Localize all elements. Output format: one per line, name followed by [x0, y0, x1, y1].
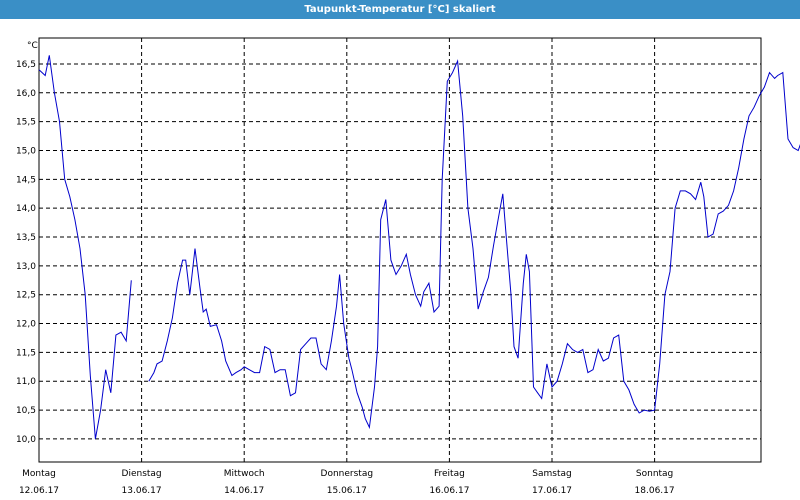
y-tick-label: 11,5: [16, 348, 36, 358]
x-tick-date: 14.06.17: [224, 486, 264, 496]
y-tick-label: 14,0: [16, 204, 36, 214]
x-tick-date: 13.06.17: [122, 486, 162, 496]
y-tick-label: 10,5: [16, 406, 36, 416]
grid-lines: [39, 38, 761, 462]
y-tick-label: 13,0: [16, 262, 36, 272]
y-tick-label: 16,5: [16, 60, 36, 70]
y-tick-label: 12,5: [16, 291, 36, 301]
y-tick-label: 10,0: [16, 435, 36, 445]
y-axis-unit-label: °C: [27, 41, 38, 51]
series-line: [148, 59, 800, 430]
x-tick-date: 15.06.17: [327, 486, 367, 496]
y-tick-label: 16,0: [16, 89, 36, 99]
x-tick-day: Montag: [22, 469, 56, 479]
y-tick-label: 12,0: [16, 320, 36, 330]
y-tick-labels: 10,0 10,5 11,0 11,5 12,0 12,5 13,0 13,5 14,0 14,5…: [16, 60, 36, 445]
x-tick-labels: Montag 12.06.17 Dienstag 13.06.17 Mittwoch 14…: [19, 469, 675, 496]
series-line: [38, 55, 132, 439]
x-tick-day: Freitag: [434, 469, 465, 479]
chart-title: Taupunkt-Temperatur [°C] skaliert: [0, 0, 800, 19]
y-tick-label: 11,0: [16, 377, 36, 387]
x-tick-date: 16.06.17: [429, 486, 469, 496]
x-tick-day: Donnerstag: [321, 469, 374, 479]
x-tick-date: 12.06.17: [19, 486, 59, 496]
y-tick-label: 14,5: [16, 175, 36, 185]
y-tick-label: 15,0: [16, 146, 36, 156]
plot-area: [38, 37, 762, 463]
x-tick-day: Dienstag: [122, 469, 162, 479]
y-tick-label: 15,5: [16, 118, 36, 128]
series-layer: [38, 55, 800, 439]
x-tick-day: Sonntag: [636, 469, 673, 479]
x-tick-date: 18.06.17: [635, 486, 675, 496]
y-tick-label: 13,5: [16, 233, 36, 243]
x-tick-day: Mittwoch: [224, 469, 265, 479]
x-tick-day: Samstag: [532, 469, 571, 479]
x-tick-date: 17.06.17: [532, 486, 572, 496]
